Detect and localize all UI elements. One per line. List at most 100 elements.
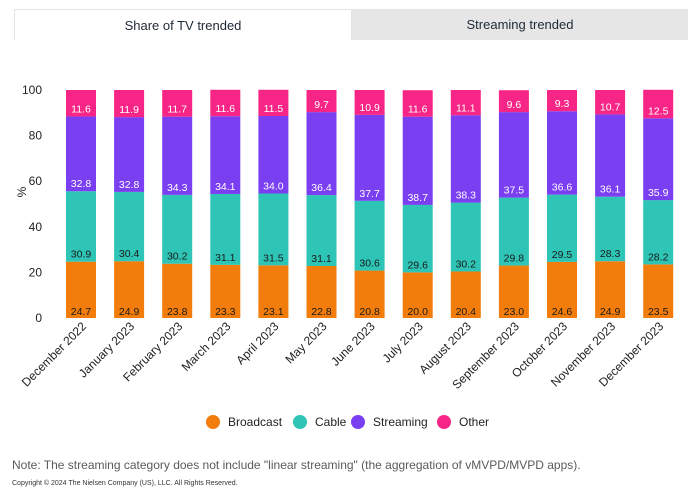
bar-segment-broadcast: [595, 261, 626, 318]
bar-segment-broadcast: [162, 263, 193, 318]
data-label: 9.7: [314, 99, 329, 111]
legend-marker-broadcast: [206, 415, 220, 429]
data-label: 12.5: [648, 105, 669, 117]
x-tick-label: March 2023: [179, 319, 234, 374]
data-label: 38.7: [407, 192, 428, 204]
data-label: 20.0: [407, 306, 428, 318]
bar-segment-other: [162, 90, 193, 117]
data-label: 23.1: [263, 306, 284, 318]
data-label: 30.6: [359, 258, 380, 270]
data-label: 30.2: [167, 251, 188, 263]
y-tick-label: 20: [29, 265, 43, 279]
legend-marker-other: [437, 415, 451, 429]
data-label: 24.9: [119, 306, 140, 318]
data-label: 34.1: [215, 181, 236, 193]
data-label: 10.7: [600, 101, 621, 113]
stacked-bar-chart: 0 20 40 60 80 100% 24.7 30.9 32.8 11.6 December 20…: [15, 83, 674, 429]
x-tick-label: April 2023: [233, 319, 281, 367]
tab-share-of-tv-trended[interactable]: Share of TV trended: [14, 9, 352, 40]
data-label: 9.3: [555, 98, 570, 110]
bar-segment-streaming: [450, 115, 481, 203]
bar-segment-other: [306, 90, 337, 113]
bar-segment-cable: [162, 194, 193, 264]
bar-segment-other: [114, 90, 145, 118]
data-label: 11.5: [264, 103, 284, 115]
copyright: Copyright © 2024 The Nielsen Company (US…: [12, 480, 238, 487]
y-tick-label: 0: [35, 311, 42, 325]
bar-segment-other: [547, 90, 577, 112]
bar-segment-streaming: [114, 117, 145, 192]
bar-segment-broadcast: [114, 261, 145, 318]
bar-segment-other: [210, 89, 241, 117]
data-label: 29.5: [552, 249, 573, 261]
data-label: 11.9: [119, 104, 139, 116]
bar-segment-cable: [306, 195, 337, 267]
x-tick-label: May 2023: [282, 319, 329, 366]
data-label: 9.6: [507, 99, 522, 111]
data-label: 36.6: [552, 182, 573, 194]
bar-segment-cable: [450, 202, 481, 272]
data-label: 11.1: [456, 102, 476, 114]
data-label: 20.4: [456, 306, 477, 318]
bar-segment-other: [643, 89, 674, 119]
bar-segment-broadcast: [354, 270, 385, 318]
data-label: 29.6: [407, 259, 428, 271]
bar-segment-streaming: [547, 111, 577, 195]
data-label: 37.5: [504, 185, 525, 197]
data-label: 35.9: [648, 187, 669, 199]
bar-segment-streaming: [595, 114, 626, 197]
bar-segment-other: [258, 89, 289, 116]
footnote: Note: The streaming category does not in…: [12, 458, 581, 472]
bar-segment-streaming: [210, 116, 241, 194]
bar-segment-streaming: [498, 112, 529, 198]
tab-bar: Share of TV trended Streaming trended: [14, 9, 688, 40]
bar-segment-broadcast: [498, 265, 529, 318]
data-label: 24.9: [600, 306, 621, 318]
bar-segment-streaming: [66, 116, 96, 192]
x-tick-label: December 2022: [19, 319, 90, 390]
data-label: 11.6: [215, 103, 235, 115]
data-label: 34.0: [263, 181, 284, 193]
data-label: 31.1: [215, 252, 236, 264]
data-label: 23.5: [648, 306, 669, 318]
y-tick-label: 40: [29, 220, 43, 234]
bar-segment-cable: [498, 197, 529, 266]
bar-segment-other: [66, 90, 96, 117]
bar-segment-cable: [595, 196, 626, 262]
legend-marker-cable: [293, 415, 307, 429]
bar-segment-streaming: [162, 116, 193, 195]
bar-segment-cable: [547, 194, 577, 262]
data-label: 11.6: [408, 104, 428, 116]
bar-segment-cable: [66, 191, 96, 262]
bar-segment-other: [595, 90, 626, 115]
y-axis-title: %: [15, 186, 29, 197]
data-label: 23.8: [167, 306, 188, 318]
legend-label-other: Other: [459, 415, 489, 429]
legend-label-broadcast: Broadcast: [228, 415, 283, 429]
bar-segment-other: [402, 90, 433, 117]
bar-segment-streaming: [402, 116, 433, 205]
bar-segment-broadcast: [66, 261, 96, 318]
data-label: 11.6: [71, 103, 91, 115]
data-label: 22.8: [311, 306, 332, 318]
bar-segment-other: [354, 90, 385, 115]
data-label: 32.8: [119, 179, 140, 191]
data-label: 24.7: [71, 306, 92, 318]
data-label: 30.9: [71, 249, 92, 261]
bar-segment-cable: [114, 191, 145, 262]
bar-segment-broadcast: [643, 264, 674, 318]
bar-segment-other: [498, 90, 529, 113]
bar-segment-streaming: [306, 112, 337, 196]
legend-label-cable: Cable: [315, 415, 347, 429]
bar-segment-broadcast: [402, 272, 433, 318]
data-label: 37.7: [359, 188, 380, 200]
data-label: 34.3: [167, 182, 188, 194]
data-label: 20.8: [359, 306, 380, 318]
bar-segment-broadcast: [306, 266, 337, 318]
bar-segment-cable: [402, 204, 433, 273]
data-label: 24.6: [552, 306, 573, 318]
data-label: 28.2: [648, 251, 669, 263]
tab-streaming-trended[interactable]: Streaming trended: [352, 9, 688, 40]
x-tick-label: July 2023: [380, 319, 426, 365]
legend-label-streaming: Streaming: [373, 415, 428, 429]
